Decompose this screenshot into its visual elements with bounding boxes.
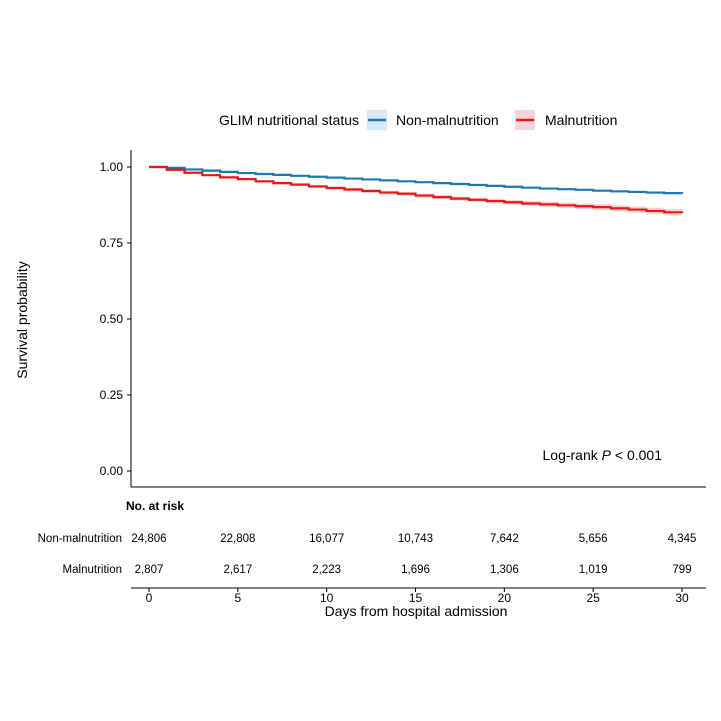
risk-value-non-malnutrition: 7,642 [490, 533, 519, 545]
ci-band-malnutrition [149, 167, 682, 217]
log-rank-p: P [602, 447, 612, 463]
risk-value-non-malnutrition: 5,656 [579, 533, 608, 545]
plot-panel: 0.00 0.25 0.50 0.75 1.00 Log-rank P < 0.001 [100, 150, 706, 488]
risk-table: No. at risk Non-malnutrition Malnutritio… [38, 499, 706, 605]
ci-bands [149, 167, 682, 217]
risk-row-label-malnutrition: Malnutrition [63, 564, 122, 576]
risk-value-malnutrition: 2,617 [223, 564, 252, 576]
risk-value-non-malnutrition: 10,743 [398, 533, 433, 545]
risk-table-title: No. at risk [126, 499, 184, 513]
risk-value-non-malnutrition: 16,077 [309, 533, 344, 545]
y-tick-label: 0.75 [100, 236, 124, 250]
x-tick-label: 15 [409, 591, 423, 605]
x-tick-label: 30 [675, 591, 689, 605]
y-tick-label: 1.00 [100, 160, 124, 174]
risk-value-malnutrition: 1,306 [490, 564, 519, 576]
survival-curves [149, 165, 684, 214]
x-tick-label: 25 [586, 591, 600, 605]
x-axis-title: Days from hospital admission [325, 603, 508, 619]
x-tick-label: 10 [320, 591, 334, 605]
log-rank-prefix: Log-rank [543, 447, 602, 463]
log-rank-annotation: Log-rank P < 0.001 [543, 447, 663, 463]
risk-value-malnutrition: 2,807 [135, 564, 164, 576]
risk-value-non-malnutrition: 24,806 [131, 533, 166, 545]
legend-entry-non-malnutrition: Non-malnutrition [367, 110, 499, 130]
survival-curve-non-malnutrition [149, 165, 684, 195]
risk-value-non-malnutrition: 22,808 [220, 533, 255, 545]
y-tick-label: 0.25 [100, 388, 124, 402]
legend: GLIM nutritional status Non-malnutrition… [219, 110, 617, 130]
log-rank-suffix: < 0.001 [611, 447, 662, 463]
legend-title: GLIM nutritional status [219, 112, 359, 128]
x-ticks: 0 5 10 15 20 25 30 [146, 588, 689, 605]
x-tick-label: 5 [234, 591, 241, 605]
risk-row-label-non-malnutrition: Non-malnutrition [38, 533, 122, 545]
y-ticks: 0.00 0.25 0.50 0.75 1.00 [100, 160, 131, 478]
risk-value-malnutrition: 1,696 [401, 564, 430, 576]
x-tick-label: 20 [498, 591, 512, 605]
y-axis-title: Survival probability [14, 261, 30, 379]
y-tick-label: 0.50 [100, 312, 124, 326]
risk-value-malnutrition: 1,019 [579, 564, 608, 576]
risk-value-non-malnutrition: 4,345 [668, 533, 697, 545]
legend-label-malnutrition: Malnutrition [545, 112, 617, 128]
risk-value-malnutrition: 799 [672, 564, 691, 576]
survival-curve-malnutrition [149, 165, 684, 214]
legend-entry-malnutrition: Malnutrition [515, 110, 617, 130]
risk-value-malnutrition: 2,223 [312, 564, 341, 576]
x-tick-label: 0 [146, 591, 153, 605]
risk-values: 24,806 22,808 16,077 10,743 7,642 5,656 4,345 2… [131, 533, 696, 576]
legend-label-non-malnutrition: Non-malnutrition [396, 112, 499, 128]
y-tick-label: 0.00 [100, 464, 124, 478]
